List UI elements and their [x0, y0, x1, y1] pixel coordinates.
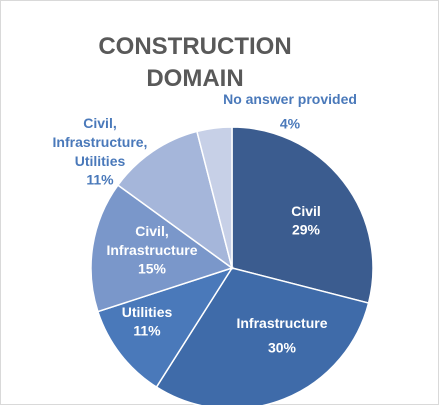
slice-value-label: 4% — [280, 116, 301, 132]
pie-slice — [155, 267, 370, 405]
pie-slice — [231, 126, 374, 304]
slice-label: Civil, Infrastructure, Utilities — [53, 115, 148, 169]
slice-value-label: 11% — [133, 323, 161, 339]
slice-label: No answer provided — [223, 91, 357, 107]
slice-value-label: 15% — [138, 261, 167, 277]
pie-slice — [96, 266, 234, 389]
chart-title: CONSTRUCTION DOMAIN — [98, 33, 291, 92]
pie-slice — [196, 126, 233, 269]
slice-label: Civil, Infrastructure — [106, 223, 197, 258]
slice-value-label: 30% — [268, 340, 297, 356]
slice-label: Utilities — [122, 304, 173, 320]
pie-slice — [90, 184, 234, 313]
slice-label: Infrastructure — [236, 315, 327, 331]
slice-value-label: 11% — [86, 172, 114, 188]
pie-slice — [116, 130, 234, 270]
slice-label: Civil — [291, 203, 321, 219]
slice-value-label: 29% — [292, 222, 321, 238]
